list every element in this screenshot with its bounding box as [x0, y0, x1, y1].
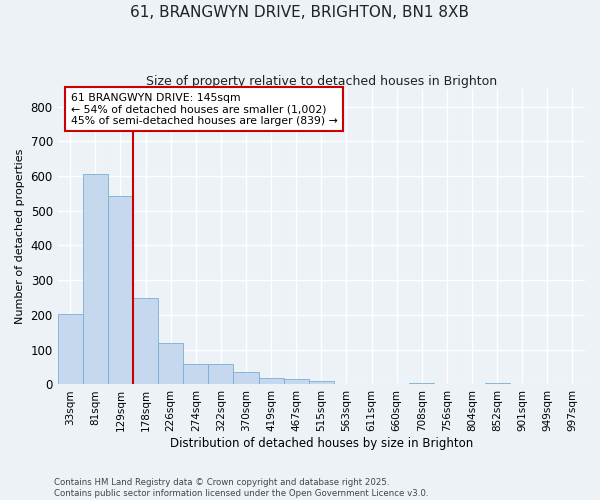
- Y-axis label: Number of detached properties: Number of detached properties: [15, 149, 25, 324]
- Bar: [83, 174, 108, 384]
- Bar: [284, 378, 309, 384]
- X-axis label: Distribution of detached houses by size in Brighton: Distribution of detached houses by size …: [170, 437, 473, 450]
- Bar: [133, 298, 158, 384]
- Bar: [309, 381, 334, 384]
- Bar: [183, 364, 208, 384]
- Bar: [259, 378, 284, 384]
- Bar: [58, 314, 83, 384]
- Bar: [233, 372, 259, 384]
- Bar: [208, 364, 233, 384]
- Title: Size of property relative to detached houses in Brighton: Size of property relative to detached ho…: [146, 75, 497, 88]
- Bar: [158, 343, 183, 384]
- Text: Contains HM Land Registry data © Crown copyright and database right 2025.
Contai: Contains HM Land Registry data © Crown c…: [54, 478, 428, 498]
- Bar: [409, 382, 434, 384]
- Bar: [485, 383, 509, 384]
- Text: 61, BRANGWYN DRIVE, BRIGHTON, BN1 8XB: 61, BRANGWYN DRIVE, BRIGHTON, BN1 8XB: [131, 5, 470, 20]
- Text: 61 BRANGWYN DRIVE: 145sqm
← 54% of detached houses are smaller (1,002)
45% of se: 61 BRANGWYN DRIVE: 145sqm ← 54% of detac…: [71, 92, 337, 126]
- Bar: [108, 196, 133, 384]
